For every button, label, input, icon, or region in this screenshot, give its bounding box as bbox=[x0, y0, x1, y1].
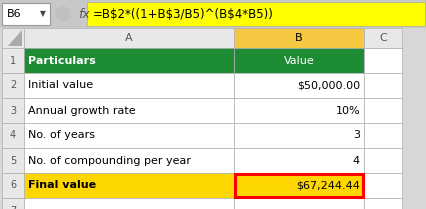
Bar bbox=[233, 98, 363, 123]
Bar bbox=[24, 98, 233, 123]
Bar bbox=[233, 173, 363, 198]
Bar bbox=[2, 173, 24, 198]
Text: B: B bbox=[294, 33, 302, 43]
Text: 2: 2 bbox=[10, 80, 16, 90]
Text: 10%: 10% bbox=[334, 106, 359, 116]
Text: $67,244.44: $67,244.44 bbox=[296, 181, 359, 190]
Text: 4: 4 bbox=[352, 155, 359, 166]
Bar bbox=[2, 198, 24, 209]
Bar bbox=[24, 48, 233, 73]
Bar bbox=[363, 148, 401, 173]
Text: 5: 5 bbox=[10, 155, 16, 166]
Text: 1: 1 bbox=[10, 56, 16, 65]
Bar bbox=[363, 173, 401, 198]
Bar bbox=[2, 148, 24, 173]
Bar bbox=[233, 48, 363, 73]
Text: 4: 4 bbox=[10, 130, 16, 140]
Bar bbox=[24, 198, 233, 209]
Bar bbox=[2, 98, 24, 123]
Bar bbox=[363, 28, 401, 48]
Bar bbox=[233, 123, 363, 148]
Bar bbox=[363, 123, 401, 148]
Bar bbox=[24, 123, 233, 148]
Bar bbox=[363, 198, 401, 209]
Bar bbox=[233, 28, 363, 48]
Bar bbox=[2, 48, 24, 73]
Bar bbox=[233, 73, 363, 98]
Bar bbox=[24, 73, 233, 98]
Text: $50,000.00: $50,000.00 bbox=[296, 80, 359, 90]
Bar bbox=[2, 28, 24, 48]
Bar bbox=[87, 2, 424, 26]
Bar bbox=[24, 28, 233, 48]
Text: 3: 3 bbox=[352, 130, 359, 140]
Bar bbox=[363, 48, 401, 73]
Bar bbox=[2, 3, 50, 25]
Text: Value: Value bbox=[283, 56, 314, 65]
Bar bbox=[2, 73, 24, 98]
Text: Particulars: Particulars bbox=[28, 56, 95, 65]
Text: B6: B6 bbox=[7, 9, 22, 19]
Text: No. of years: No. of years bbox=[28, 130, 95, 140]
Bar bbox=[234, 174, 362, 197]
Bar bbox=[363, 98, 401, 123]
Text: Initial value: Initial value bbox=[28, 80, 93, 90]
Polygon shape bbox=[8, 30, 22, 46]
Bar bbox=[2, 123, 24, 148]
Text: Final value: Final value bbox=[28, 181, 96, 190]
Circle shape bbox=[56, 7, 70, 21]
Text: No. of compounding per year: No. of compounding per year bbox=[28, 155, 190, 166]
Bar bbox=[0, 0, 426, 28]
Text: 6: 6 bbox=[10, 181, 16, 190]
Text: C: C bbox=[378, 33, 386, 43]
Text: Annual growth rate: Annual growth rate bbox=[28, 106, 135, 116]
Bar bbox=[24, 173, 233, 198]
Text: fx: fx bbox=[78, 8, 89, 20]
Text: ▼: ▼ bbox=[40, 9, 46, 19]
Text: 3: 3 bbox=[10, 106, 16, 116]
Text: =B$2*((1+B$3/B5)^(B$4*B5)): =B$2*((1+B$3/B5)^(B$4*B5)) bbox=[93, 8, 273, 20]
Text: 7: 7 bbox=[10, 205, 16, 209]
Bar bbox=[24, 148, 233, 173]
Bar bbox=[233, 148, 363, 173]
Bar bbox=[363, 73, 401, 98]
Bar bbox=[233, 198, 363, 209]
Text: A: A bbox=[125, 33, 132, 43]
